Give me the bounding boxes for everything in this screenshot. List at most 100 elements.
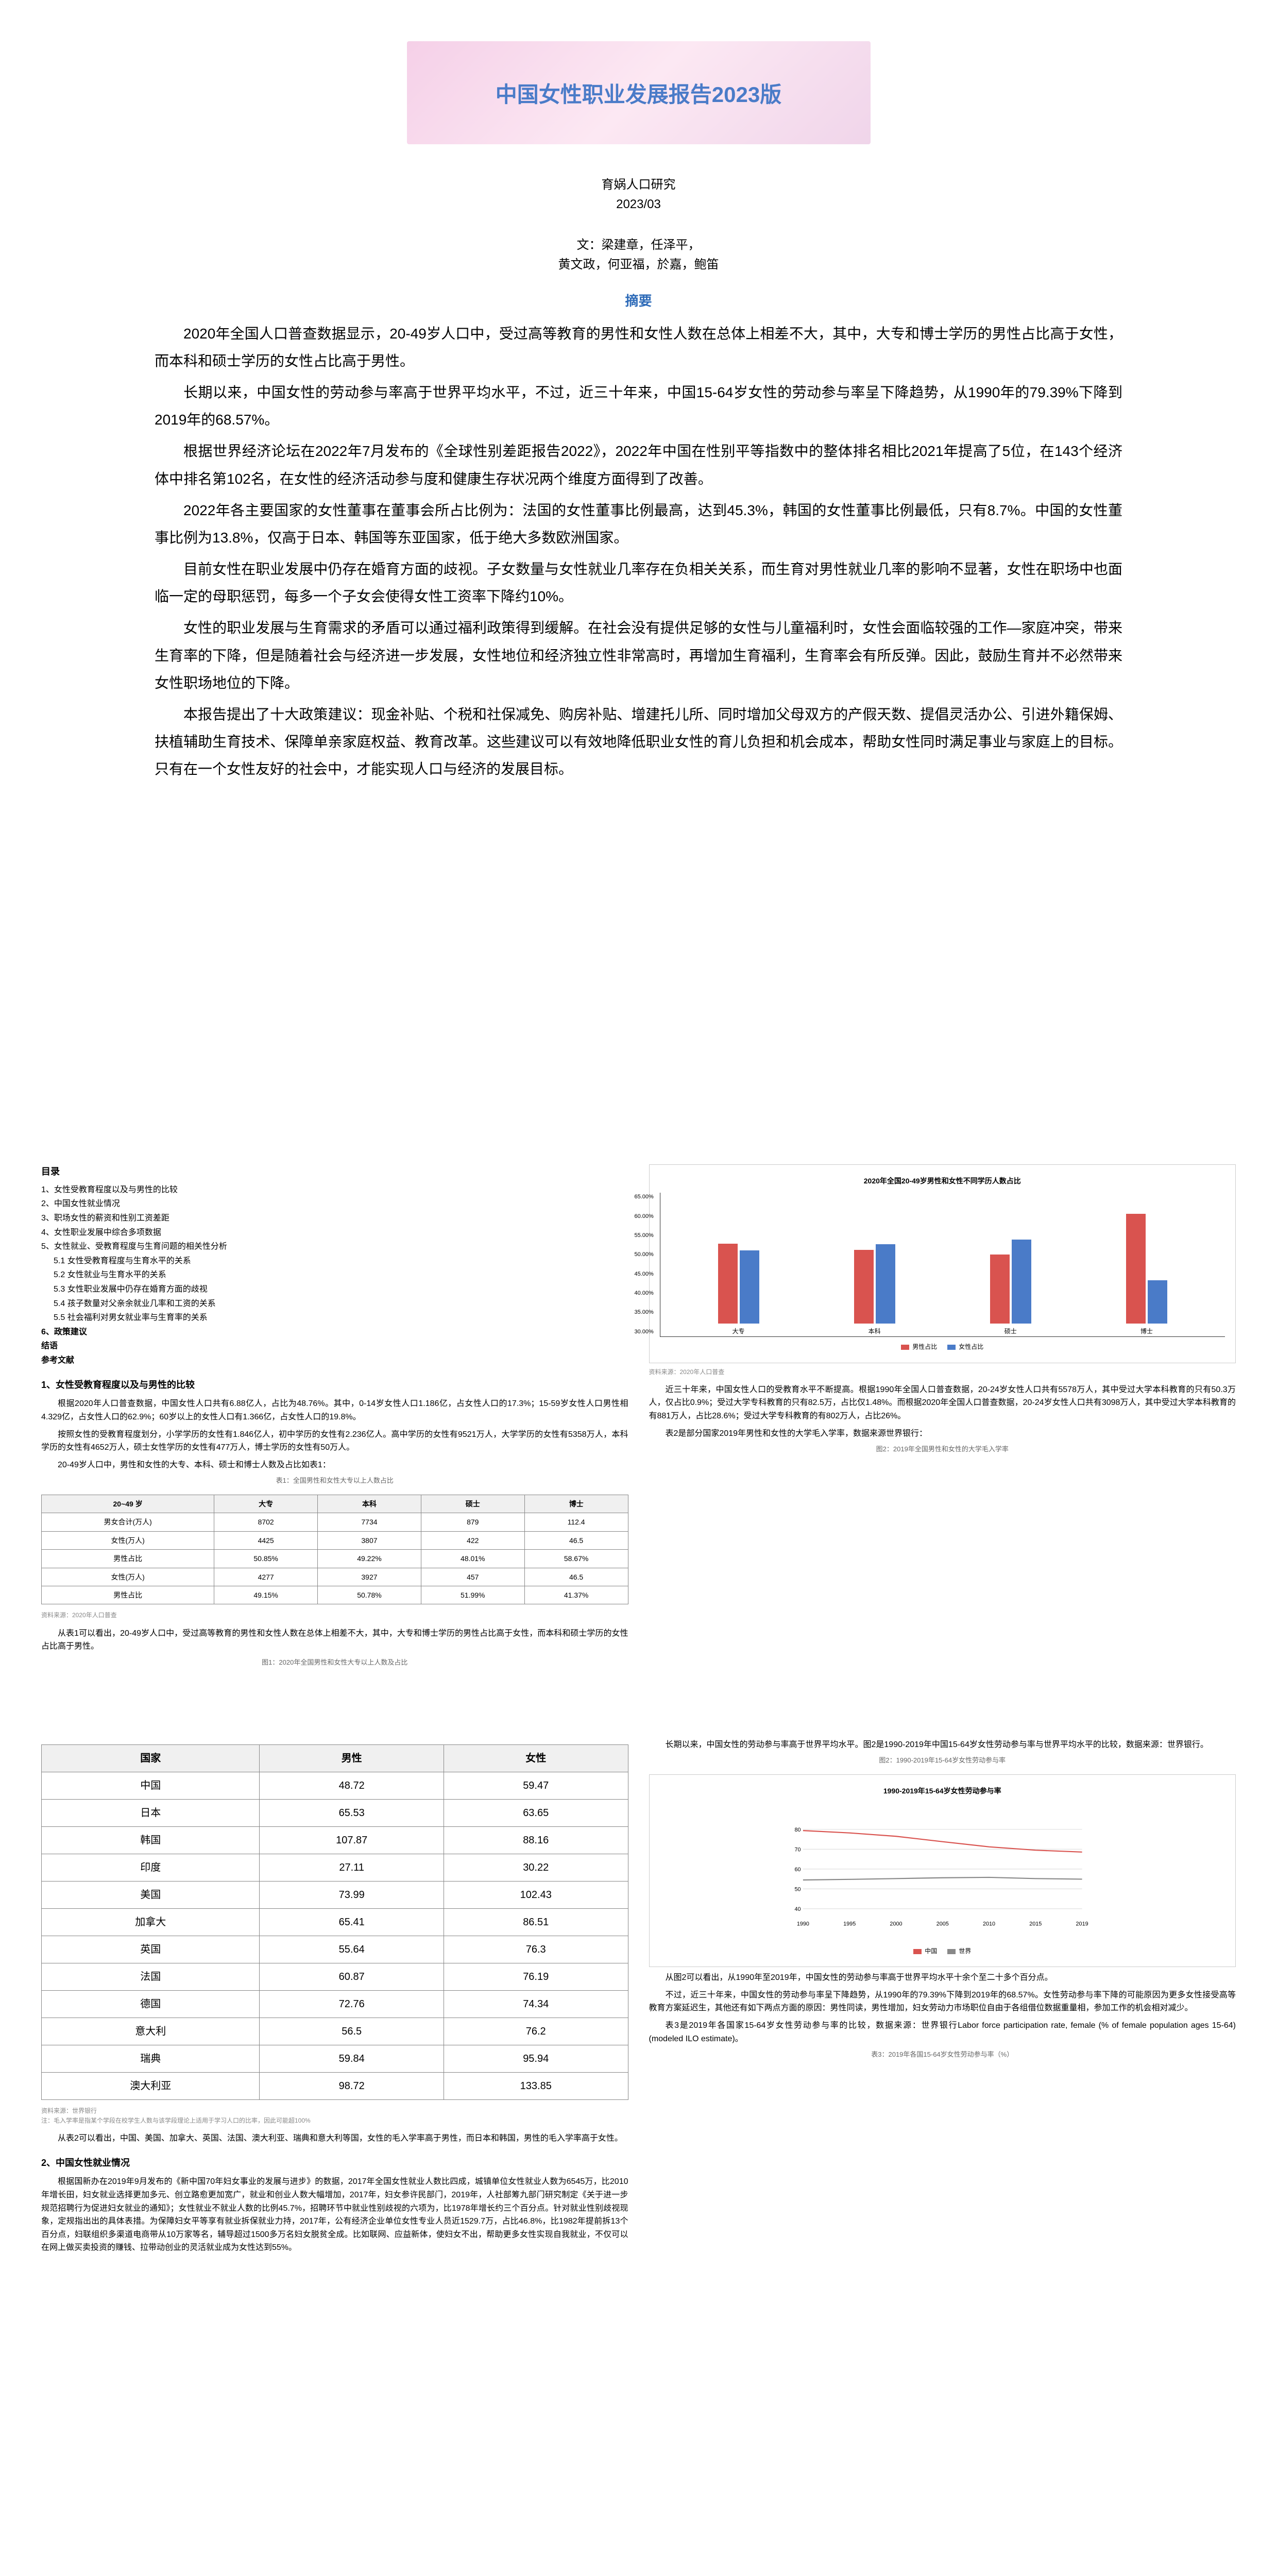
toc-title: 目录 [41, 1164, 628, 1179]
toc-item: 1、女性受教育程度以及与男性的比较 [41, 1183, 628, 1197]
table-cell: 51.99% [421, 1586, 524, 1604]
table-cell: 74.34 [444, 1990, 628, 2018]
table3b-caption: 表3：2019年各国15-64岁女性劳动参与率（%） [649, 2049, 1236, 2060]
s2r-p1: 长期以来，中国女性的劳动参与率高于世界平均水平。图2是1990-2019年中国1… [649, 1738, 1236, 1752]
table-cell: 60.87 [260, 1963, 444, 1990]
table-cell: 美国 [42, 1881, 260, 1908]
toc-item: 4、女性职业发展中综合多项数据 [41, 1226, 628, 1240]
authors-block: 文：梁建章，任泽平， 黄文政，何亚福，於嘉，鲍笛 [155, 235, 1122, 275]
abstract-p7: 本报告提出了十大政策建议：现金补贴、个税和社保减免、购房补贴、增建托儿所、同时增… [155, 701, 1122, 783]
table-cell: 8702 [214, 1513, 318, 1531]
bar-female [876, 1244, 895, 1324]
report-title: 中国女性职业发展报告2023版 [496, 77, 781, 109]
publication-meta: 育娲人口研究 2023/03 [155, 175, 1122, 215]
table-cell: 63.65 [444, 1799, 628, 1826]
s2r2-p2: 不过，近三十年来，中国女性的劳动参与率呈下降趋势，从1990年的79.39%下降… [649, 1989, 1236, 2015]
section1-title: 1、女性受教育程度以及与男性的比较 [41, 1378, 628, 1393]
table3-source: 资料来源：世界银行 注：毛入学率是指某个学段在校学生人数与该学段理论上适用于学习… [41, 2106, 628, 2126]
line-series [803, 1877, 1082, 1880]
swatch-world [947, 1949, 956, 1954]
p3-right-column: 长期以来，中国女性的劳动参与率高于世界平均水平。图2是1990-2019年中国1… [649, 1738, 1236, 2259]
s1-p2: 按照女性的受教育程度划分，小学学历的女性有1.846亿人，初中学历的女性有2.2… [41, 1428, 628, 1454]
toc-list: 1、女性受教育程度以及与男性的比较2、中国女性就业情况3、职场女性的薪资和性别工… [41, 1183, 628, 1253]
table-cell: 95.94 [444, 2045, 628, 2072]
table-row: 女性(万人)4425380742246.5 [42, 1531, 628, 1549]
table-cell: 55.64 [260, 1936, 444, 1963]
bar-chart: 30.00%35.00%40.00%45.00%50.00%55.00%60.0… [660, 1193, 1225, 1337]
table3-enrollment: 国家男性女性中国48.7259.47日本65.5363.65韩国107.8788… [41, 1744, 628, 2100]
authors-line2: 黄文政，何亚福，於嘉，鲍笛 [155, 255, 1122, 275]
table-cell: 76.19 [444, 1963, 628, 1990]
bar-male [854, 1250, 874, 1324]
table-cell: 65.41 [260, 1908, 444, 1936]
bar-female [1148, 1280, 1167, 1324]
bar-category-label: 博士 [1126, 1327, 1167, 1336]
table3-note: 从表2可以看出，中国、美国、加拿大、英国、法国、澳大利亚、瑞典和意大利等国，女性… [41, 2132, 628, 2145]
line-chart-container: 1990-2019年15-64岁女性劳动参与率 4050607080199019… [649, 1774, 1236, 1967]
line-chart-legend: 中国 世界 [660, 1946, 1225, 1956]
table-cell: 意大利 [42, 2018, 260, 2045]
table-cell: 女性(万人) [42, 1531, 214, 1549]
table-header: 本科 [318, 1495, 421, 1513]
p3-left-column: 国家男性女性中国48.7259.47日本65.5363.65韩国107.8788… [41, 1738, 628, 2259]
table-cell: 加拿大 [42, 1908, 260, 1936]
svg-text:1990: 1990 [796, 1921, 809, 1927]
table-cell: 46.5 [524, 1568, 628, 1586]
table-cell: 59.84 [260, 2045, 444, 2072]
table-cell: 58.67% [524, 1550, 628, 1568]
toc-sub-item: 5.1 女性受教育程度与生育水平的关系 [54, 1255, 628, 1268]
table-cell: 女性(万人) [42, 1568, 214, 1586]
section2-title: 2、中国女性就业情况 [41, 2156, 628, 2171]
toc-tail: 6、政策建议结语参考文献 [41, 1326, 628, 1367]
svg-text:50: 50 [794, 1887, 801, 1893]
s1b-p2: 表2是部分国家2019年男性和女性的大学毛入学率，数据来源世界银行： [649, 1427, 1236, 1440]
table-row: 澳大利亚98.72133.85 [42, 2072, 628, 2099]
line-chart-caption: 图2：1990-2019年15-64岁女性劳动参与率 [649, 1755, 1236, 1766]
fig2-caption: 图2：2019年全国男性和女性的大学毛入学率 [649, 1444, 1236, 1455]
svg-text:40: 40 [794, 1907, 801, 1913]
table-row: 男性占比50.85%49.22%48.01%58.67% [42, 1550, 628, 1568]
table-cell: 98.72 [260, 2072, 444, 2099]
toc-item: 结语 [41, 1340, 628, 1353]
table-header: 男性 [260, 1744, 444, 1772]
table-cell: 法国 [42, 1963, 260, 1990]
legend-world: 世界 [947, 1946, 971, 1956]
s2r2-p3: 表3是2019年各国家15-64岁女性劳动参与率的比较，数据来源：世界银行Lab… [649, 2019, 1236, 2045]
table-row: 男性占比49.15%50.78%51.99%41.37% [42, 1586, 628, 1604]
table-cell: 73.99 [260, 1881, 444, 1908]
abstract-p6: 女性的职业发展与生育需求的矛盾可以通过福利政策得到缓解。在社会没有提供足够的女性… [155, 614, 1122, 697]
table-row: 中国48.7259.47 [42, 1772, 628, 1799]
table-cell: 56.5 [260, 2018, 444, 2045]
table-cell: 50.78% [318, 1586, 421, 1604]
toc-sub-item: 5.5 社会福利对男女就业率与生育率的关系 [54, 1311, 628, 1325]
right-column: 2020年全国20-49岁男性和女性不同学历人数占比 30.00%35.00%4… [649, 1164, 1236, 1676]
table-cell: 107.87 [260, 1826, 444, 1854]
y-axis: 30.00%35.00%40.00%45.00%50.00%55.00%60.0… [635, 1193, 654, 1336]
table-cell: 27.11 [260, 1854, 444, 1881]
table-cell: 日本 [42, 1799, 260, 1826]
abstract-body: 2020年全国人口普查数据显示，20-49岁人口中，受过高等教育的男性和女性人数… [155, 320, 1122, 783]
title-banner: 中国女性职业发展报告2023版 [407, 41, 871, 144]
table-cell: 澳大利亚 [42, 2072, 260, 2099]
svg-text:2010: 2010 [982, 1921, 995, 1927]
table-cell: 879 [421, 1513, 524, 1531]
swatch-male [901, 1345, 909, 1350]
table1-source: 资料来源：2020年人口普查 [41, 1611, 628, 1620]
table-header: 硕士 [421, 1495, 524, 1513]
table-cell: 112.4 [524, 1513, 628, 1531]
table-row: 男女合计(万人)87027734879112.4 [42, 1513, 628, 1531]
table-cell: 86.51 [444, 1908, 628, 1936]
toc-sub-item: 5.4 孩子数量对父亲余就业几率和工资的关系 [54, 1297, 628, 1311]
table-cell: 男女合计(万人) [42, 1513, 214, 1531]
table-cell: 印度 [42, 1854, 260, 1881]
table-cell: 102.43 [444, 1881, 628, 1908]
svg-text:2019: 2019 [1076, 1921, 1088, 1927]
abstract-p1: 2020年全国人口普查数据显示，20-49岁人口中，受过高等教育的男性和女性人数… [155, 320, 1122, 375]
table1-note: 从表1可以看出，20-49岁人口中，受过高等教育的男性和女性人数在总体上相差不大… [41, 1627, 628, 1653]
table-cell: 4425 [214, 1531, 318, 1549]
table-cell: 3807 [318, 1531, 421, 1549]
chart1-legend: 男性占比 女性占比 [660, 1342, 1225, 1352]
table-cell: 41.37% [524, 1586, 628, 1604]
swatch-china [913, 1949, 922, 1954]
line-chart-title: 1990-2019年15-64岁女性劳动参与率 [660, 1785, 1225, 1797]
